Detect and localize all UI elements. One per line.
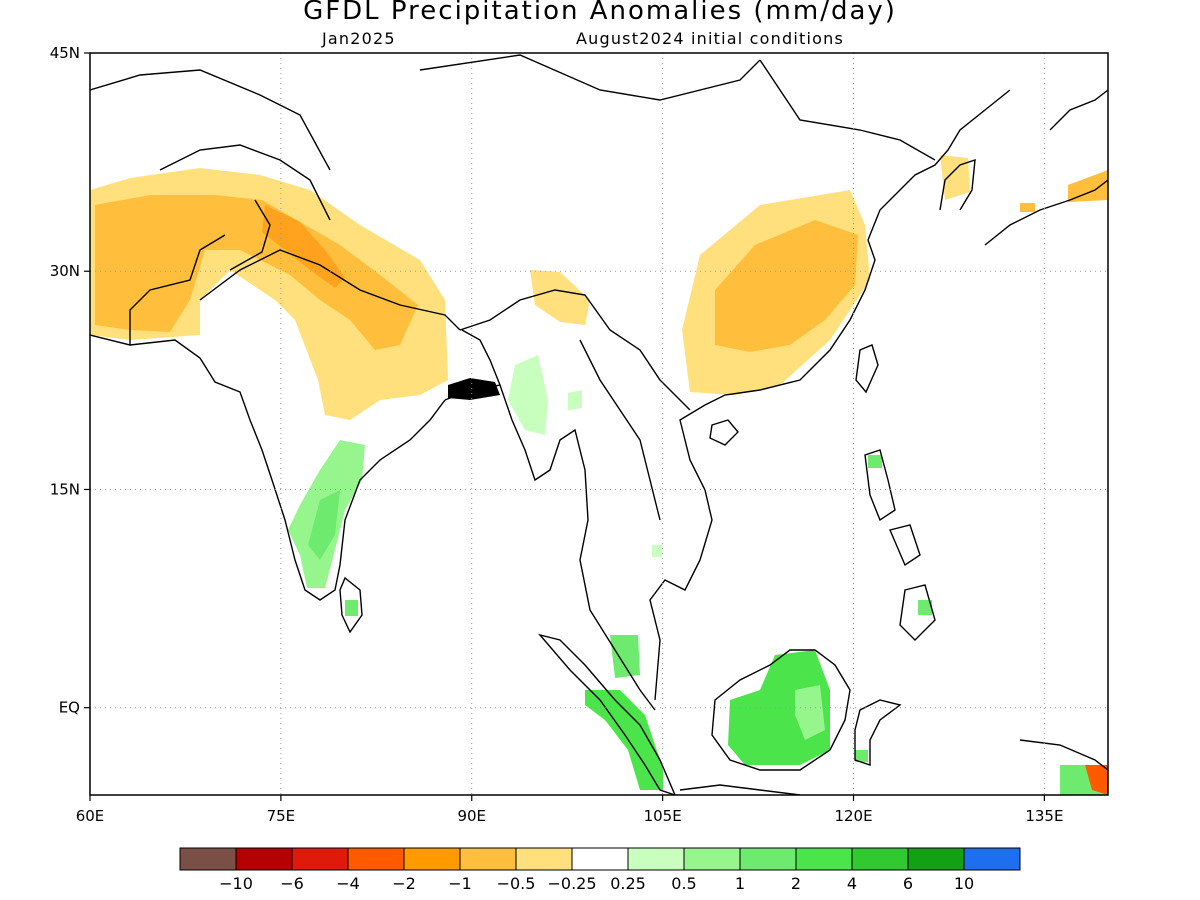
lat-tick-label: 30N [50, 262, 80, 280]
lon-tick-label: 90E [457, 807, 486, 825]
wet-anomaly-sri-lanka [345, 600, 358, 616]
colorbar-swatch [347, 847, 405, 871]
colorbar-label: 2 [791, 874, 801, 893]
colorbar-label: −6 [280, 874, 304, 893]
colorbar-label: 1 [735, 874, 745, 893]
colorbar-swatch [179, 847, 237, 871]
wet-anomaly-myanmar [508, 355, 548, 435]
plot-frame [89, 52, 1109, 796]
colorbar-swatch [571, 847, 629, 871]
strong-dry-new-guinea [1085, 765, 1108, 795]
wet-anomaly-myanmar-small [568, 390, 582, 410]
wet-anomaly-cambodia [652, 545, 662, 557]
colorbar-label: −2 [392, 874, 416, 893]
lon-tick-label: 120E [834, 807, 872, 825]
map-title: GFDL Precipitation Anomalies (mm/day) [303, 0, 897, 26]
moderate-dry-south-china [715, 220, 858, 352]
grid-lines [90, 53, 1108, 795]
colorbar-label: −0.5 [497, 874, 536, 893]
lon-tick-label: 105E [644, 807, 682, 825]
wet-anomaly-mindanao [918, 600, 932, 615]
colorbar-swatch [795, 847, 853, 871]
colorbar-label: 10 [954, 874, 974, 893]
wet-anomaly-sumatra [585, 690, 663, 790]
colorbar-swatch [235, 847, 293, 871]
dry-anomaly-japan [1068, 170, 1108, 202]
colorbar-swatch [627, 847, 685, 871]
wet-anomaly-malaya [610, 635, 640, 678]
latitude-axis: 45N 30N 15N EQ [50, 44, 90, 717]
initial-conditions-label: August2024 initial conditions [576, 29, 844, 48]
lat-tick-label: EQ [59, 699, 80, 717]
valid-month-label: Jan2025 [322, 29, 396, 48]
colorbar-swatch [515, 847, 573, 871]
colorbar-label: 4 [847, 874, 857, 893]
colorbar-swatch [739, 847, 797, 871]
wet-anomaly-sulawesi [855, 750, 868, 762]
lon-tick-label: 75E [267, 807, 296, 825]
light-wet-borneo-interior [795, 685, 825, 740]
lon-tick-label: 135E [1025, 807, 1063, 825]
longitude-axis: 60E 75E 90E 105E 120E 135E [76, 795, 1063, 825]
colorbar-swatch [403, 847, 461, 871]
colorbar-label: 0.5 [671, 874, 696, 893]
dry-anomaly-honshu [1020, 203, 1035, 212]
ganges-delta-coast [448, 378, 500, 400]
colorbar-label: 6 [903, 874, 913, 893]
dry-anomaly-northeast-india [530, 270, 590, 325]
anomaly-fields [90, 155, 1108, 795]
lat-tick-label: 15N [50, 480, 80, 498]
colorbar-swatch [851, 847, 909, 871]
colorbar-label: −10 [219, 874, 253, 893]
colorbar-swatch [459, 847, 517, 871]
colorbar-swatch [683, 847, 741, 871]
dry-anomaly-korea [940, 155, 970, 200]
colorbar-label: 0.25 [610, 874, 646, 893]
colorbar-label: −4 [336, 874, 360, 893]
moderate-wet-southeast-india [308, 490, 340, 560]
wet-anomaly-luzon [868, 455, 882, 468]
colorbar-swatch [291, 847, 349, 871]
colorbar-label: −0.25 [547, 874, 596, 893]
coastlines [90, 54, 1108, 795]
colorbar: −10 −6 −4 −2 −1 −0.5 −0.25 0.25 0.5 1 2 4 6 10 [179, 847, 1021, 893]
colorbar-swatch [907, 847, 965, 871]
colorbar-swatch [963, 847, 1021, 871]
moderate-dry-himalaya [95, 195, 418, 350]
lon-tick-label: 60E [76, 807, 105, 825]
colorbar-label: −1 [448, 874, 472, 893]
lat-tick-label: 45N [50, 44, 80, 62]
